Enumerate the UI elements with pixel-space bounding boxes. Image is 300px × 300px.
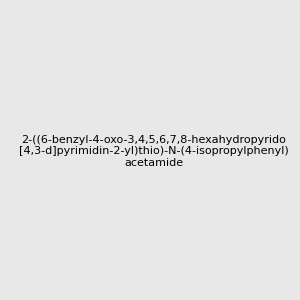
Text: 2-((6-benzyl-4-oxo-3,4,5,6,7,8-hexahydropyrido
[4,3-d]pyrimidin-2-yl)thio)-N-(4-: 2-((6-benzyl-4-oxo-3,4,5,6,7,8-hexahydro… (19, 135, 289, 168)
